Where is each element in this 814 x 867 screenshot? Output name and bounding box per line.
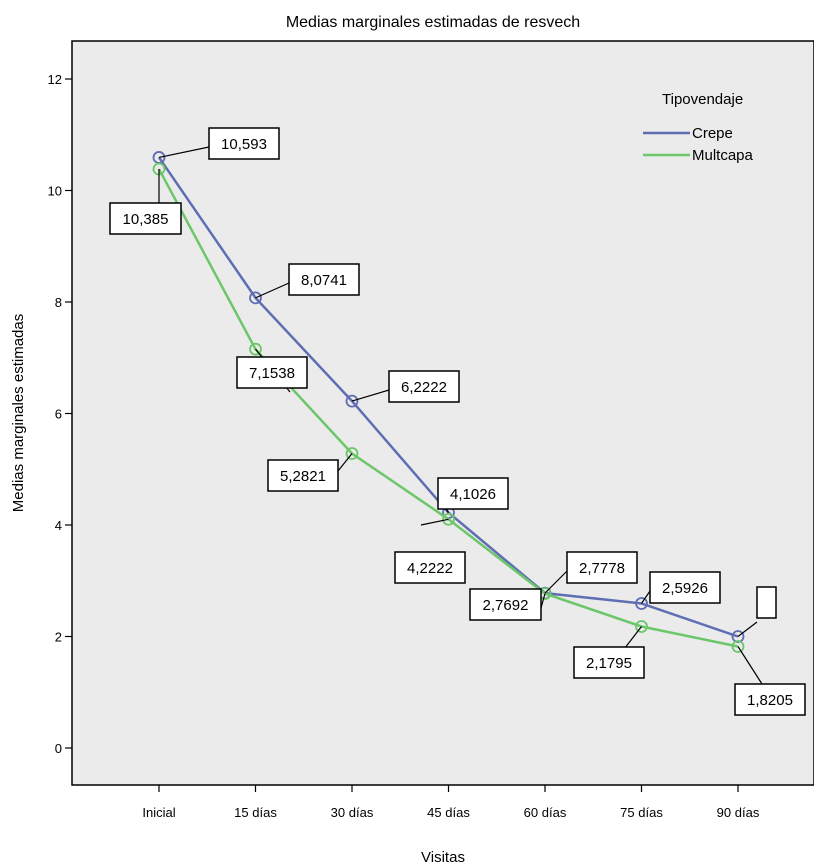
legend-label-crepe: Crepe [692,125,733,142]
data-label: 10,385 [109,169,182,235]
data-label: 1,8205 [734,646,806,716]
y-tick-label: 2 [55,630,62,645]
data-label: 7,1538 [236,348,308,393]
data-label: 2,1795 [573,626,645,679]
data-label-leader [351,389,390,402]
chart-title: Medias marginales estimadas de resvech [286,14,580,31]
data-label: 4,1026 [437,477,509,513]
data-label: 2,7692 [469,588,546,621]
x-tick-label: 90 días [717,805,760,820]
data-point [345,447,359,460]
plot-area [71,40,814,786]
data-label-text: 10,593 [221,136,267,153]
y-tick-label: 12 [48,72,62,87]
data-label-leader [158,146,210,159]
x-tick-label: 30 días [331,805,374,820]
data-label: 10,593 [158,127,280,160]
data-label-box [109,202,182,235]
data-point [731,630,745,643]
data-label-box [756,586,777,619]
data-label-leader [737,646,763,685]
y-tick-label: 0 [55,741,62,756]
data-label-text: 4,1026 [450,486,496,503]
data-label-leader [337,453,353,472]
y-tick-label: 6 [55,407,62,422]
data-label-text: 5,2821 [280,468,326,485]
data-label-box [573,646,645,679]
data-label-box [208,127,280,160]
data-label-box [236,356,308,389]
data-point [635,620,648,633]
data-label [737,586,777,637]
data-label-box [734,683,806,716]
data-label: 5,2821 [267,453,353,492]
x-axis: Inicial 15 días 30 días 45 días 60 días 75 dí… [142,785,760,820]
data-label-leader [255,282,290,299]
data-label: 8,0741 [255,263,360,299]
x-tick-label: 60 días [524,805,567,820]
x-tick-label: Inicial [142,805,175,820]
y-axis: 0 2 4 6 8 10 12 [48,72,72,756]
data-label: 2,7778 [544,551,638,594]
data-label-text: 2,7692 [483,597,529,614]
data-label-text: 6,2222 [401,379,447,396]
y-tick-label: 8 [55,295,62,310]
data-label-text: 2,7778 [579,560,625,577]
legend: Tipovendaje Crepe Multcapa [643,91,754,164]
data-label-text: 1,8205 [747,692,793,709]
data-label-box [469,588,542,621]
data-point [442,512,455,526]
data-label-box [649,571,721,604]
data-label-leader [737,621,758,637]
data-label-text: 8,0741 [301,272,347,289]
x-tick-label: 45 días [427,805,470,820]
data-label-leader [420,518,449,526]
data-label-leader [641,590,651,604]
data-label: 4,2222 [394,518,466,584]
data-label-text: 4,2222 [407,560,453,577]
data-label-box [566,551,638,584]
data-point [249,291,262,305]
data-label-text: 10,385 [123,211,169,228]
data-label-leader [544,570,568,594]
data-label-text: 7,1538 [249,365,295,382]
legend-label-multcapa: Multcapa [692,147,754,164]
data-label-text: 2,1795 [586,655,632,672]
y-tick-label: 10 [48,184,62,199]
data-label: 6,2222 [351,370,460,403]
data-label-box [388,370,460,403]
data-label-box [437,477,509,510]
y-tick-label: 4 [55,518,62,533]
data-label-box [267,459,339,492]
data-label-layer: 10,593 10,385 8,0741 7,1538 6,2222 5,2821 4,10… [109,127,806,716]
data-point [731,640,745,653]
y-axis-title: Medias marginales estimadas [10,314,27,512]
legend-title: Tipovendaje [662,91,743,108]
data-point [249,342,262,356]
data-label-box [288,263,360,296]
data-point [345,394,359,408]
x-axis-title: Visitas [421,849,465,866]
data-label: 2,5926 [641,571,721,604]
data-label-box [394,551,466,584]
x-tick-label: 75 días [620,805,663,820]
data-point [635,597,648,610]
x-tick-label: 15 días [234,805,277,820]
data-label-text: 2,5926 [662,580,708,597]
